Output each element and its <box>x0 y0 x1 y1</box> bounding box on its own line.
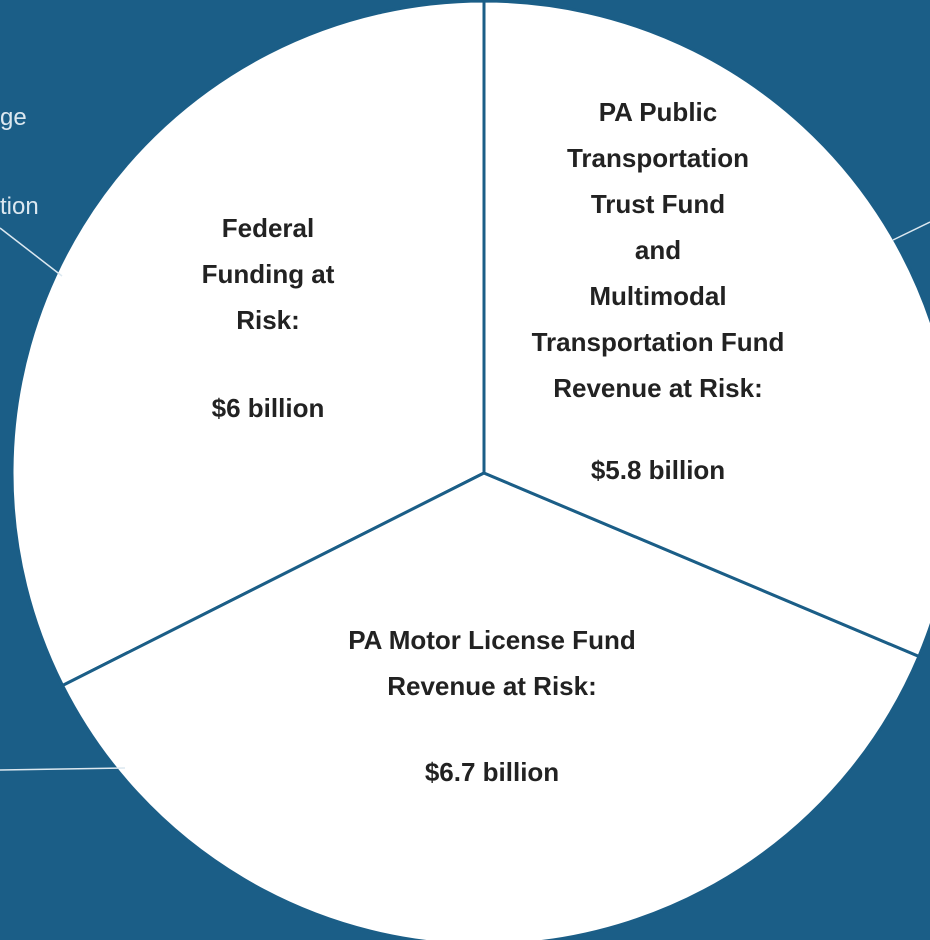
value-label: $6.7 billion <box>424 757 560 787</box>
leader-line <box>0 767 126 771</box>
leader-line <box>892 221 930 241</box>
pie-slice <box>482 0 930 659</box>
value-label: $5.8 billion <box>590 455 726 485</box>
pie-slice <box>10 0 486 688</box>
annotation: tion <box>0 193 39 220</box>
leader-line <box>0 227 63 277</box>
annotation: ge <box>0 104 27 131</box>
slice-label: PA Motor License Fund Revenue at Risk: <box>348 625 636 701</box>
pie-slice <box>60 471 921 940</box>
leader-lines <box>0 221 930 771</box>
slice-label: PA Public Transportation Trust Fund and … <box>531 97 785 403</box>
slice-label: Federal Funding at Risk: <box>201 213 335 335</box>
value-label: $6 billion <box>211 393 325 423</box>
